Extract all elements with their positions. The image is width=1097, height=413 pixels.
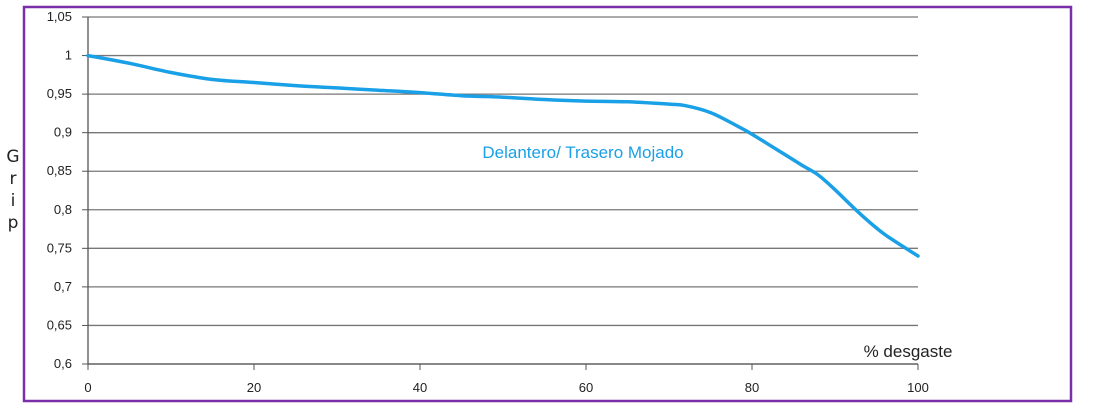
y-tick-label: 1,05 — [47, 9, 72, 24]
y-tick-label: 0,6 — [54, 356, 72, 371]
y-tick-label: 0,9 — [54, 125, 72, 140]
y-tick-label: 0,75 — [47, 240, 72, 255]
x-tick-label: 20 — [247, 380, 261, 395]
x-tick-label: 100 — [907, 380, 929, 395]
series-label: Delantero/ Trasero Mojado — [482, 143, 683, 162]
y-axis-label-char: p — [8, 213, 19, 233]
axes — [82, 16, 919, 370]
x-tick-labels: 0 20 40 60 80 100 — [84, 380, 928, 395]
y-axis-label-char: i — [11, 191, 16, 211]
y-axis-label-char: r — [10, 169, 17, 189]
y-tick-label: 0,7 — [54, 279, 72, 294]
x-tick-label: 80 — [745, 380, 759, 395]
x-tick-label: 60 — [579, 380, 593, 395]
y-tick-label: 0,95 — [47, 86, 72, 101]
x-axis-label: % desgaste — [864, 342, 953, 361]
chart-border — [22, 5, 1073, 403]
gridlines — [88, 16, 918, 365]
y-tick-label: 0,85 — [47, 163, 72, 178]
y-tick-label: 0,65 — [47, 317, 72, 332]
y-axis-label-char: G — [6, 147, 19, 167]
series-lines — [86, 53, 920, 258]
series-line — [86, 53, 920, 258]
x-tick-label: 40 — [413, 380, 427, 395]
y-tick-label: 0,8 — [54, 202, 72, 217]
y-tick-labels: 1,05 1 0,95 0,9 0,85 0,8 0,75 0,7 0,65 0,6 — [47, 9, 72, 371]
y-tick-label: 1 — [65, 48, 72, 63]
x-tick-label: 0 — [84, 380, 91, 395]
